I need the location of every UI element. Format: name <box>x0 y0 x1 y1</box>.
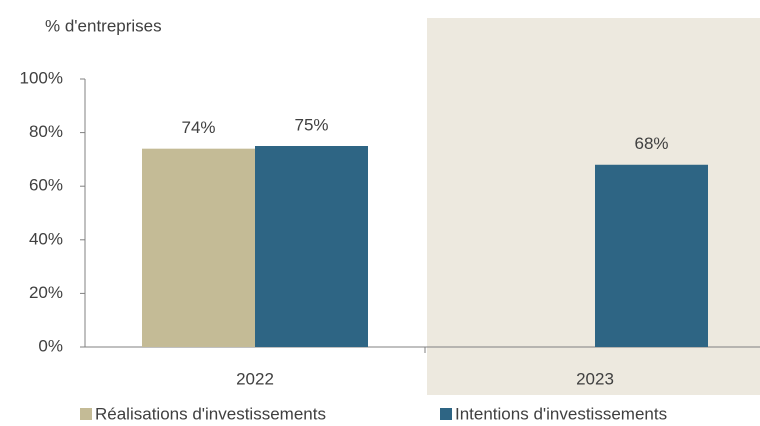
y-axis-label: % d'entreprises <box>45 16 162 35</box>
y-tick-label: 80% <box>29 122 63 141</box>
y-tick-label: 40% <box>29 229 63 248</box>
bar <box>142 148 255 347</box>
bar <box>595 164 708 347</box>
x-tick-label: 2022 <box>236 369 274 388</box>
value-label: 68% <box>634 134 668 153</box>
legend-swatch <box>80 408 92 420</box>
legend-swatch <box>440 408 452 420</box>
value-label: 74% <box>181 118 215 137</box>
x-tick-label: 2023 <box>576 369 614 388</box>
y-tick-label: 100% <box>20 68 63 87</box>
y-tick-label: 20% <box>29 283 63 302</box>
bar <box>255 146 368 347</box>
y-tick-label: 60% <box>29 176 63 195</box>
legend-label: Intentions d'investissements <box>455 404 667 423</box>
legend-label: Réalisations d'investissements <box>95 404 326 423</box>
highlight-region <box>427 18 760 395</box>
value-label: 75% <box>294 115 328 134</box>
y-tick-label: 0% <box>38 336 63 355</box>
